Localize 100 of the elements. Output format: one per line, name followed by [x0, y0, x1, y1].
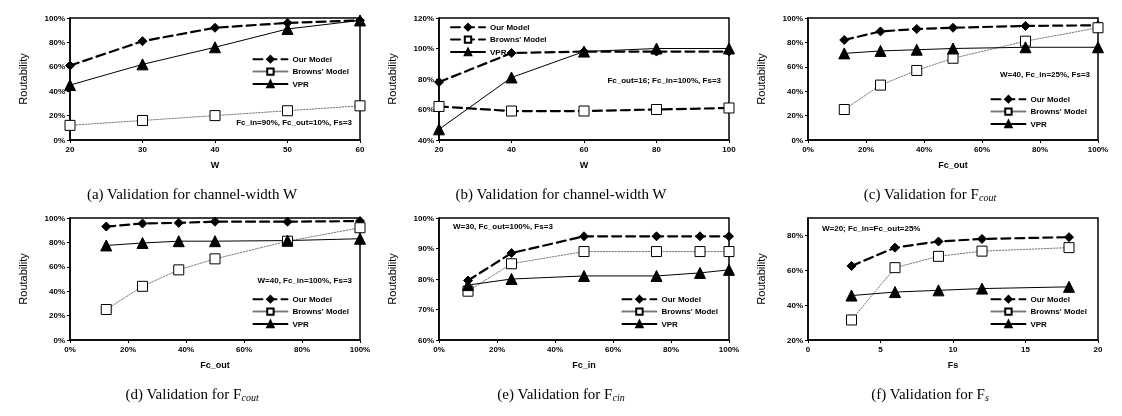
- legend-label: Browns' Model: [292, 307, 350, 317]
- point: [210, 22, 220, 33]
- x-tick-label: 10: [948, 344, 958, 354]
- point: [578, 269, 590, 282]
- y-tick-label: 20%: [786, 111, 803, 121]
- y-tick-label: 60%: [48, 62, 65, 72]
- y-tick-label: 20%: [48, 111, 65, 121]
- annotation: Fc_out=16; Fc_in=100%, Fs=3: [607, 75, 722, 85]
- point: [64, 119, 76, 131]
- point: [101, 221, 112, 232]
- point: [839, 34, 850, 45]
- y-tick-label: 0%: [791, 135, 803, 145]
- point: [578, 246, 590, 258]
- x-tick-label: 20%: [857, 144, 875, 154]
- x-tick-label: 60: [579, 144, 589, 154]
- point: [1063, 242, 1075, 254]
- x-tick-label: 40%: [177, 344, 195, 354]
- point: [947, 42, 959, 55]
- y-tick-label: 100%: [44, 213, 65, 223]
- point: [933, 236, 944, 247]
- legend-label: Browns' Model: [490, 35, 547, 45]
- point: [505, 273, 518, 285]
- x-tick-label: 20: [65, 144, 75, 154]
- y-tick-label: 0%: [53, 135, 65, 145]
- y-tick-label: 20%: [48, 311, 65, 321]
- point: [694, 266, 706, 279]
- point: [433, 123, 445, 136]
- legend-label: Browns' Model: [292, 67, 350, 77]
- annotation: W=20; Fc_in=Fc_out=25%: [822, 223, 921, 233]
- y-tick-label: 40%: [48, 86, 65, 96]
- point: [173, 264, 185, 276]
- x-tick-label: 40%: [915, 144, 933, 154]
- point: [579, 231, 589, 242]
- legend-label: VPR: [292, 319, 310, 329]
- x-axis-title: Fc_out: [200, 359, 230, 370]
- y-tick-label: 60%: [417, 105, 434, 114]
- y-tick-label: 80%: [786, 230, 803, 240]
- y-tick-label: 80%: [786, 37, 803, 47]
- y-tick-label: 100%: [782, 13, 803, 23]
- y-tick-label: 40%: [786, 300, 803, 310]
- point: [723, 263, 735, 276]
- point: [1092, 41, 1104, 54]
- legend-label: Our Model: [292, 294, 332, 304]
- y-axis-title: Routability: [385, 52, 398, 105]
- y-tick-label: 20%: [786, 335, 803, 345]
- legend-label: Browns' Model: [1030, 107, 1088, 117]
- x-tick-label: 60: [355, 144, 365, 154]
- point: [910, 43, 923, 56]
- point: [209, 41, 221, 54]
- y-axis-title: Routability: [385, 252, 398, 305]
- point: [506, 258, 517, 270]
- point: [846, 260, 857, 271]
- x-tick-label: 50: [283, 144, 293, 154]
- y-tick-label: 80%: [48, 37, 65, 47]
- y-tick-label: 100%: [413, 213, 434, 223]
- point: [723, 246, 735, 258]
- x-tick-label: 60%: [235, 344, 253, 354]
- legend-label: VPR: [661, 319, 679, 329]
- x-tick-label: 0%: [64, 344, 76, 354]
- annotation: W=40, Fc_in=25%, Fs=3: [999, 69, 1091, 79]
- point: [578, 105, 590, 117]
- point: [651, 231, 662, 242]
- x-axis-title: W: [579, 159, 589, 170]
- x-tick-label: 0%: [433, 344, 445, 354]
- point: [976, 282, 988, 295]
- x-tick-label: 80%: [293, 344, 311, 354]
- annotation: W=30, Fc_out=100%, Fs=3: [453, 221, 554, 231]
- x-tick-label: 15: [1021, 344, 1031, 354]
- point: [694, 246, 706, 258]
- legend-label: VPR: [1030, 119, 1048, 129]
- point: [723, 42, 735, 55]
- x-tick-label: 60%: [604, 344, 622, 354]
- legend-label: VPR: [292, 79, 310, 89]
- point: [1019, 41, 1032, 54]
- y-tick-label: 40%: [417, 135, 434, 145]
- point: [172, 235, 185, 248]
- y-tick-label: 100%: [413, 44, 434, 53]
- y-axis-title: Routability: [16, 252, 29, 305]
- point: [137, 218, 148, 229]
- annotation: Fc_in=90%, Fc_out=10%, Fs=3: [236, 117, 353, 127]
- x-tick-label: 100%: [718, 344, 740, 354]
- y-tick-label: 40%: [786, 86, 803, 96]
- point: [651, 246, 662, 258]
- y-tick-label: 80%: [417, 274, 434, 284]
- point: [845, 289, 858, 302]
- annotation: W=40, Fc_in=100%, Fs=3: [257, 275, 353, 285]
- legend-label: Our Model: [1030, 94, 1070, 104]
- legend-label: Our Model: [661, 294, 701, 304]
- point: [210, 216, 220, 227]
- y-axis-title: Routability: [16, 52, 29, 105]
- legend-label: Browns' Model: [1030, 307, 1088, 317]
- point: [889, 262, 901, 274]
- x-tick-label: 20%: [488, 344, 506, 354]
- point: [846, 314, 857, 326]
- point: [1063, 280, 1075, 293]
- x-tick-label: 40: [507, 144, 517, 154]
- y-tick-label: 100%: [44, 13, 65, 23]
- y-axis-title: Routability: [754, 52, 767, 105]
- point: [354, 232, 366, 245]
- point: [1064, 232, 1074, 243]
